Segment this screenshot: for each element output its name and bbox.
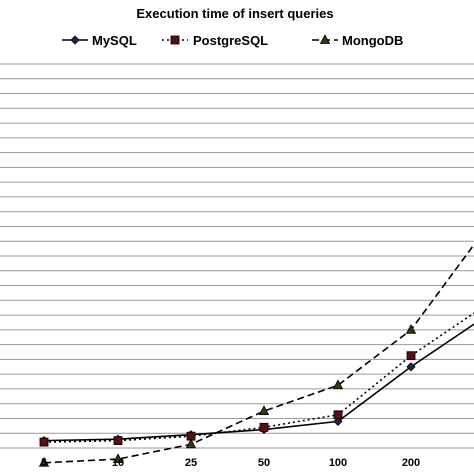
series-postgresql: [39, 312, 474, 447]
series-line-mysql: [43, 323, 474, 442]
data-point-mongodb: [258, 405, 270, 415]
data-point-mongodb: [112, 453, 124, 463]
x-tick-label: 100: [329, 457, 347, 469]
legend-item-mysql: MySQL: [62, 33, 137, 48]
x-tick-label: 5: [41, 457, 47, 469]
data-point-mysql: [406, 362, 416, 372]
data-point-mongodb: [38, 456, 50, 467]
legend-marker: [170, 35, 180, 45]
legend-item-mongodb: MongoDB: [312, 33, 403, 48]
series-mongodb: [38, 243, 474, 467]
data-point-postgresql: [406, 351, 416, 361]
legend-marker: [70, 35, 80, 45]
data-point-postgresql: [333, 410, 343, 420]
legend-marker: [319, 34, 331, 44]
series-layer: [38, 243, 474, 467]
data-point-postgresql: [259, 422, 269, 432]
data-point-mongodb: [405, 323, 417, 334]
x-tick-label: 25: [185, 457, 197, 469]
legend-label: MongoDB: [342, 33, 403, 48]
data-point-mongodb: [332, 379, 344, 390]
chart-title: Execution time of insert queries: [136, 6, 333, 21]
x-axis-tick-labels: 5 10 25 50 100 200: [41, 457, 420, 469]
data-point-mongodb: [185, 438, 197, 449]
gridlines: [0, 63, 474, 449]
x-tick-label: 50: [258, 457, 270, 469]
legend-item-postgresql: PostgreSQL: [162, 33, 268, 48]
data-point-postgresql: [113, 436, 123, 446]
data-point-postgresql: [39, 437, 49, 447]
legend-label: MySQL: [92, 33, 137, 48]
legend: MySQL PostgreSQL MongoDB: [62, 33, 403, 48]
x-tick-label: 10: [112, 457, 124, 469]
x-tick-label: 200: [402, 457, 420, 469]
series-mysql: [39, 323, 474, 446]
data-point-mysql: [333, 416, 343, 426]
legend-label: PostgreSQL: [193, 33, 268, 48]
